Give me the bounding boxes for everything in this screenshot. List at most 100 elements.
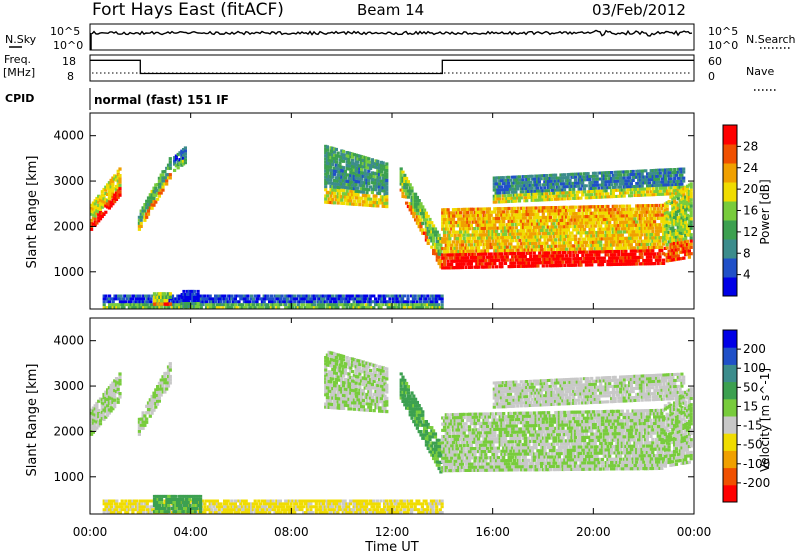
heatmap-cell [640, 207, 644, 211]
heatmap-cell [655, 174, 659, 178]
heatmap-cell [511, 232, 515, 236]
heatmap-cell [500, 258, 504, 262]
heatmap-cell [184, 299, 188, 302]
heatmap-cell [597, 192, 601, 196]
heatmap-cell [532, 219, 536, 223]
heatmap-cell [671, 235, 675, 240]
heatmap-cell [669, 168, 673, 172]
heatmap-cell [289, 294, 293, 298]
heatmap-cell [471, 246, 475, 250]
heatmap-cell [440, 303, 444, 307]
heatmap-cell [475, 207, 479, 211]
heatmap-cell [602, 189, 606, 193]
heatmap-cell [676, 244, 680, 248]
heatmap-cell [604, 214, 608, 218]
heatmap-cell [631, 246, 635, 250]
heatmap-cell [147, 306, 151, 309]
heatmap-cell [312, 300, 317, 304]
heatmap-cell [654, 245, 658, 249]
heatmap-cell [570, 181, 574, 185]
heatmap-cell [383, 195, 387, 199]
heatmap-cell [595, 180, 599, 184]
heatmap-cell [338, 300, 342, 304]
heatmap-cell [658, 203, 662, 208]
heatmap-cell [590, 237, 594, 241]
heatmap-cell [586, 218, 590, 222]
heatmap-cell [437, 258, 441, 262]
heatmap-cell [579, 263, 583, 267]
heatmap-cell [613, 182, 617, 186]
heatmap-cell [530, 264, 535, 268]
heatmap-cell [651, 190, 655, 194]
heatmap-cell [608, 256, 612, 260]
heatmap-cell [208, 300, 212, 304]
heatmap-cell [223, 303, 227, 307]
heatmap-cell [437, 233, 441, 237]
heatmap-cell [325, 297, 329, 301]
heatmap-cell [516, 213, 520, 217]
heatmap-cell [277, 300, 281, 304]
colorbar-swatch [723, 144, 737, 164]
heatmap-cell [415, 300, 419, 304]
heatmap-cell [448, 230, 452, 234]
heatmap-cell [365, 191, 369, 195]
heatmap-cell [557, 188, 561, 192]
heatmap-cell [570, 172, 574, 176]
heatmap-cell [669, 242, 673, 247]
heatmap-cell [178, 297, 182, 301]
heatmap-cell [615, 246, 619, 250]
heatmap-cell [430, 221, 434, 225]
heatmap-cell [680, 197, 684, 201]
heatmap-cell [178, 300, 182, 304]
heatmap-cell [647, 172, 651, 176]
heatmap-cell [381, 297, 385, 301]
heatmap-cell [455, 214, 459, 218]
heatmap-cell [145, 297, 149, 301]
heatmap-cell [606, 211, 610, 215]
heatmap-cell [674, 235, 679, 239]
heatmap-cell [624, 179, 628, 183]
heatmap-cell [665, 246, 669, 250]
heatmap-cell [664, 183, 668, 187]
heatmap-cell [324, 163, 328, 167]
heatmap-cell [530, 209, 535, 213]
heatmap-cell [468, 220, 472, 224]
heatmap-cell [671, 226, 675, 230]
heatmap-cell [662, 213, 666, 217]
heatmap-cell [305, 297, 309, 301]
heatmap-cell [565, 241, 569, 245]
heatmap-cell [377, 306, 381, 309]
heatmap-cell [671, 210, 675, 214]
heatmap-cell [651, 184, 655, 188]
heatmap-cell [568, 191, 572, 195]
heatmap-cell [608, 211, 612, 215]
heatmap-cell [671, 251, 675, 256]
heatmap-cell [402, 303, 406, 307]
heatmap-cell [349, 167, 353, 171]
heatmap-cell [597, 237, 601, 241]
heatmap-cell [158, 299, 162, 303]
heatmap-cell [365, 172, 369, 176]
heatmap-cell [349, 193, 353, 197]
heatmap-cell [617, 176, 621, 180]
heatmap-cell [669, 177, 673, 181]
heatmap-cell [574, 234, 578, 238]
heatmap-cell [620, 170, 624, 174]
heatmap-cell [687, 214, 691, 218]
heatmap-cell [259, 297, 263, 301]
heatmap-cell [556, 209, 560, 213]
heatmap-cell [165, 176, 169, 180]
heatmap-cell [572, 234, 576, 238]
heatmap-cell [600, 246, 605, 251]
heatmap-cell [305, 300, 309, 304]
heatmap-cell [523, 254, 527, 259]
heatmap-cell [671, 248, 675, 252]
heatmap-cell [487, 252, 491, 256]
heatmap-cell [491, 255, 495, 259]
heatmap-cell [107, 184, 111, 188]
heatmap-cell [624, 170, 628, 174]
heatmap-cell [146, 212, 151, 216]
heatmap-cell [325, 161, 329, 165]
heatmap-cell [329, 300, 333, 304]
